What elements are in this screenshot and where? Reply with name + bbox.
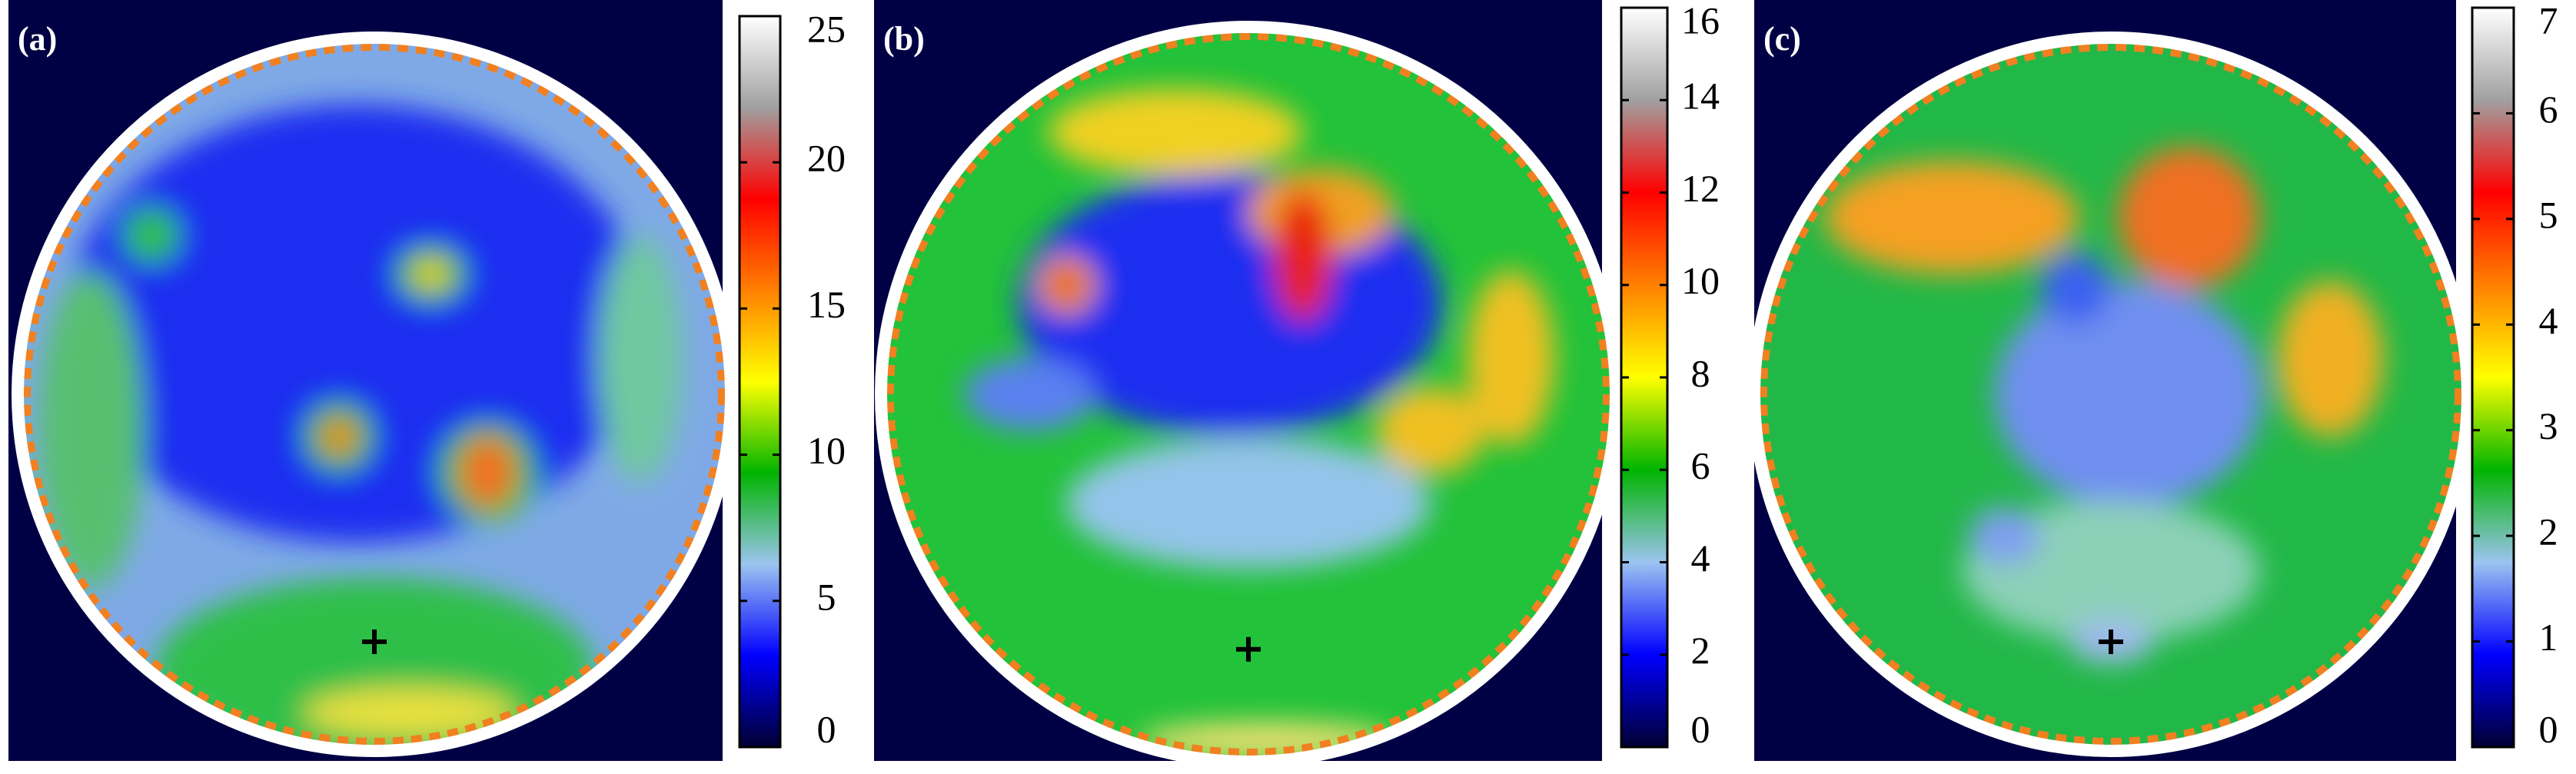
colorbar-tick-label: 5 (817, 575, 836, 618)
colorbar-tick-label: 4 (2539, 299, 2558, 342)
field-blob (459, 437, 516, 508)
ring (12, 32, 737, 757)
colorbar-tick-label: 8 (1691, 351, 1710, 394)
panel: (a) 0 5 10 15 20 25 (8, 0, 846, 761)
field-blob (304, 687, 516, 738)
colorbar-tick-label: 2 (2539, 510, 2558, 553)
colorbar-tick-label: 3 (2539, 404, 2558, 447)
field-blob (413, 260, 449, 288)
field-blob (1824, 161, 2079, 274)
field-blob (1969, 507, 2040, 564)
field-blob (2277, 281, 2384, 437)
colorbar-tick-label: 0 (1691, 707, 1710, 750)
field-blob (66, 104, 647, 543)
colorbar-tick-label: 2 (1691, 629, 1710, 672)
field-blob (1375, 387, 1486, 475)
field-blob (321, 419, 357, 455)
ring (875, 21, 1622, 768)
colorbar-tick-label: 7 (2539, 0, 2558, 42)
colorbar-tick-label: 20 (807, 137, 846, 180)
panel: (c) 0 1 2 3 4 5 6 7 (1748, 0, 2558, 761)
rim (1760, 43, 2462, 746)
field-blob (1994, 281, 2263, 508)
field-blobs (964, 88, 1555, 759)
field-blob (1467, 270, 1555, 446)
colorbar-tick-label: 16 (1681, 0, 1720, 42)
panel: (b) 0 2 4 6 8 10 12 14 16 (874, 0, 1720, 768)
colorbar-tick-label: 10 (807, 429, 846, 472)
field-blob (1274, 190, 1333, 322)
colorbar-tick-label: 4 (1691, 536, 1710, 580)
colorbar-tick-label: 6 (2539, 88, 2558, 131)
heatmap-field (21, 41, 728, 748)
field-blobs (1824, 147, 2384, 663)
panel-label: (a) (18, 20, 57, 58)
panel-label: (b) (883, 20, 925, 58)
colorbar-tick-label: 12 (1681, 167, 1720, 210)
field-blob (2118, 147, 2260, 288)
field-blob (38, 271, 145, 589)
panel-label: (c) (1763, 20, 1801, 58)
colorbar-tick-label: 25 (807, 7, 846, 50)
colorbar-tick-label: 14 (1681, 75, 1720, 118)
colorbar-tick-label: 0 (2539, 707, 2558, 750)
colorbar-tick-label: 1 (2539, 616, 2558, 659)
ring (1748, 32, 2474, 757)
colorbar (2471, 6, 2515, 749)
rim (23, 43, 726, 746)
heatmap-field (884, 30, 1613, 759)
field-blob (1052, 270, 1081, 300)
field-blob (123, 207, 180, 264)
field-blob (1048, 88, 1304, 176)
colorbar-tick-label: 0 (817, 707, 836, 750)
field-blob (1066, 437, 1431, 570)
colorbar-tick-label: 5 (2539, 193, 2558, 236)
field-blob (964, 357, 1095, 431)
heatmap-field (1757, 41, 2465, 748)
colorbar (738, 15, 782, 749)
field-blobs (38, 104, 683, 748)
colorbar-tick-label: 10 (1681, 259, 1720, 302)
field-blob (2040, 253, 2111, 324)
field-blob (597, 235, 683, 483)
colorbar-tick-label: 15 (807, 283, 846, 326)
colorbar-tick-label: 6 (1691, 444, 1710, 487)
rim (886, 32, 1610, 756)
